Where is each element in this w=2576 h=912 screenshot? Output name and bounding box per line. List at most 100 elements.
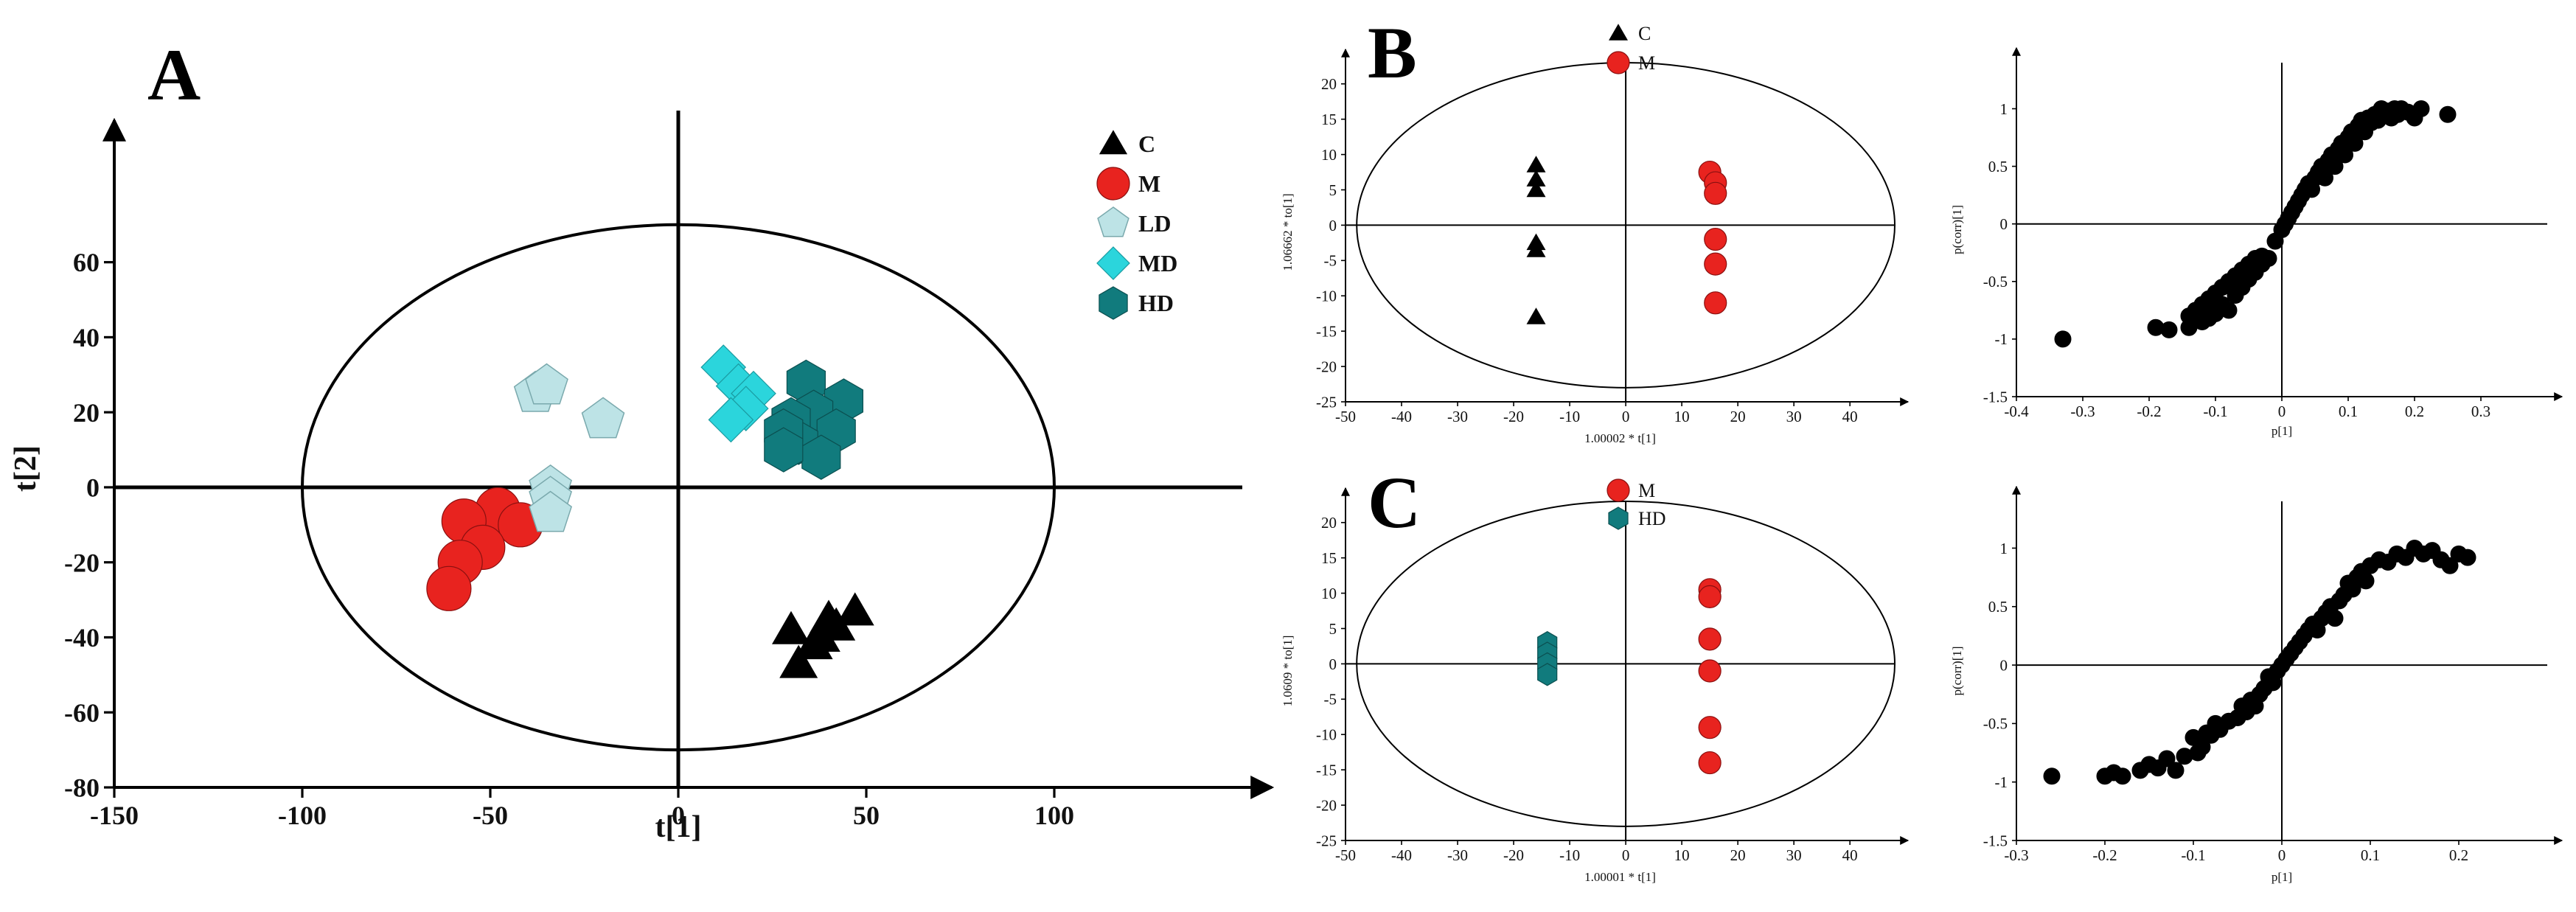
y-tick-label: 0 <box>86 473 100 503</box>
x-tick-label: 0 <box>2278 403 2286 420</box>
y-tick-label: 5 <box>1329 181 1337 199</box>
panel-b-s-plot: -0.4 -0.3 -0.2 -0.1 0 0.1 0.2 0.3 -1.5 -1 -0.5 0 0.5… <box>1950 46 2563 438</box>
x-tick-label: -0.1 <box>2181 846 2205 864</box>
legend-label-md: MD <box>1138 250 1177 276</box>
y-tick-label: 20 <box>1321 514 1337 532</box>
x-axis-label: p[1] <box>2272 424 2292 438</box>
confidence-ellipse <box>301 223 1056 752</box>
legend-label-ld: LD <box>1138 210 1171 237</box>
y-tick-label: -1.5 <box>1983 832 2008 849</box>
y-tick-label: 0.5 <box>1988 158 2008 175</box>
legend-label-c: C <box>1138 130 1155 157</box>
data-point-m <box>1698 716 1722 739</box>
data-point-m <box>1704 181 1727 205</box>
legend-marker-md <box>1096 246 1130 280</box>
y-tick-label: 1 <box>2000 540 2008 557</box>
x-tick-label: -30 <box>1447 408 1468 425</box>
x-tick-label: -10 <box>1559 408 1580 425</box>
data-point-m <box>1704 227 1727 251</box>
x-tick-label: -40 <box>1391 408 1412 425</box>
y-tick-label: -20 <box>1316 796 1337 814</box>
x-tick-label: -0.3 <box>2004 846 2028 864</box>
y-tick-label: -5 <box>1324 691 1337 709</box>
data-point-m <box>1698 659 1722 683</box>
x-tick-label: -0.1 <box>2203 403 2227 420</box>
data-point-variables <box>2160 321 2178 338</box>
legend-label-m: M <box>1138 170 1160 197</box>
x-tick-label: -50 <box>1335 408 1356 425</box>
y-tick-label: -25 <box>1316 832 1337 849</box>
x-tick-label: 0 <box>672 801 685 830</box>
data-point-ld <box>525 363 568 405</box>
y-tick-label: -10 <box>1316 726 1337 744</box>
y-tick-label: 15 <box>1321 549 1337 567</box>
y-tick-label: 15 <box>1321 111 1337 128</box>
data-point-c <box>817 607 856 641</box>
y-tick-label: -0.5 <box>1983 273 2008 290</box>
x-tick-label: 20 <box>1730 846 1746 864</box>
x-tick-label: -0.4 <box>2004 403 2029 420</box>
data-point-variables <box>2220 302 2238 319</box>
x-tick-label: 0 <box>2278 846 2286 864</box>
panel-b-score-plot: -50 -40 -30 -20 -10 0 10 20 30 40-25-20-15-10-505… <box>1281 23 1910 445</box>
x-tick-label: 40 <box>1842 408 1858 425</box>
y-tick-label: -15 <box>1316 323 1337 341</box>
data-point-m <box>1698 627 1722 651</box>
x-tick-label: 0.2 <box>2405 403 2424 420</box>
data-point-hd <box>1537 663 1558 686</box>
data-point-variables <box>2316 169 2333 187</box>
y-tick-label: -1.5 <box>1983 388 2008 405</box>
x-axis-label: 1.00002 * t[1] <box>1584 431 1656 445</box>
data-point-variables <box>2336 146 2353 164</box>
y-tick-label: 20 <box>1321 75 1337 93</box>
y-tick-label: 40 <box>73 323 100 352</box>
x-tick-label: -20 <box>1503 846 1524 864</box>
panel-a-score-plot: -150 -100 -50 0 50 100 -80 -60 -40 -20 0 20 40 60 t[1]… <box>9 111 1275 844</box>
y-tick-label: 5 <box>1329 620 1337 638</box>
legend-marker-hd <box>1608 507 1629 530</box>
x-tick-label: 50 <box>853 801 880 830</box>
data-point-variables <box>2043 767 2061 785</box>
legend-label-c: C <box>1638 23 1651 44</box>
y-tick-label: -10 <box>1316 288 1337 305</box>
x-axis-label: t[1] <box>655 810 702 844</box>
y-tick-label: -1 <box>1995 330 2008 348</box>
data-point-variables <box>2054 330 2072 348</box>
x-tick-label: 0.3 <box>2471 403 2490 420</box>
data-point-c <box>1526 170 1546 187</box>
panel-c-s-plot: -0.3 -0.2 -0.1 0 0.1 0.2 -1.5 -1 -0.5 0 0.5 1 p[1] p(… <box>1950 485 2563 884</box>
x-tick-label: 30 <box>1786 408 1802 425</box>
data-point-variables <box>2459 549 2476 566</box>
x-tick-label: 0 <box>1622 408 1630 425</box>
y-tick-label: 0 <box>1329 217 1337 234</box>
x-tick-label: 0.1 <box>2361 846 2380 864</box>
x-tick-label: 10 <box>1674 846 1690 864</box>
x-tick-label: -50 <box>473 801 508 830</box>
y-tick-label: -80 <box>64 773 100 803</box>
y-tick-label: -1 <box>1995 773 2008 791</box>
y-tick-label: -40 <box>64 623 100 652</box>
legend-marker-m <box>1606 51 1630 74</box>
data-point-c <box>794 626 833 660</box>
x-axis-label: p[1] <box>2272 870 2292 884</box>
x-tick-label: 40 <box>1842 846 1858 864</box>
data-point-variables <box>2346 134 2364 152</box>
y-tick-label: 10 <box>1321 585 1337 602</box>
x-tick-label: -100 <box>278 801 327 830</box>
data-point-variables <box>2412 100 2430 117</box>
data-point-c <box>779 644 818 678</box>
y-axis-label: p(corr)[1] <box>1950 205 1964 254</box>
data-point-ld <box>581 397 625 439</box>
y-tick-label: 60 <box>73 248 100 277</box>
data-point-c <box>1526 307 1546 324</box>
x-tick-label: 100 <box>1034 801 1074 830</box>
legend-marker-m <box>1606 478 1630 502</box>
data-point-c <box>835 592 874 626</box>
x-tick-label: -0.2 <box>2092 846 2117 864</box>
data-point-m <box>426 565 472 611</box>
panel-label-c: C <box>1368 462 1421 543</box>
x-tick-label: 0 <box>1622 846 1630 864</box>
y-axis-label: 1.06662 * to[1] <box>1281 193 1295 271</box>
x-tick-label: -20 <box>1503 408 1524 425</box>
legend-marker-m <box>1096 167 1130 201</box>
